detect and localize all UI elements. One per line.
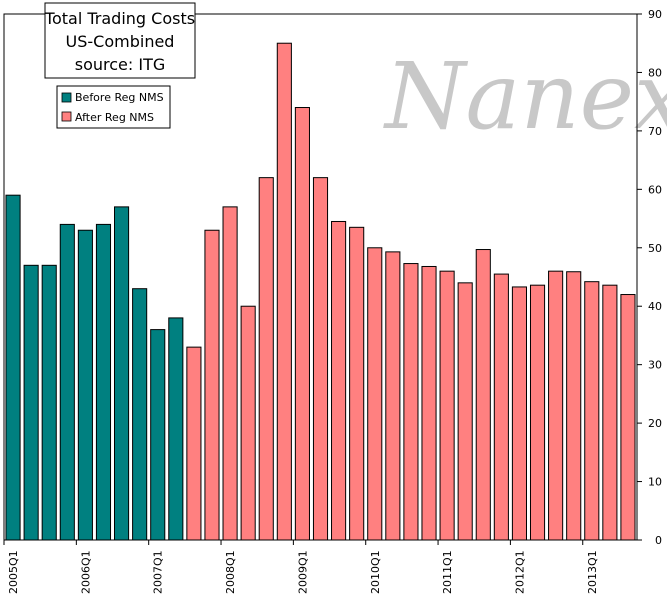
- bar-2013Q3: [620, 294, 636, 541]
- bar-2008Q2: [240, 305, 256, 541]
- y-tick-label-70: 70: [648, 125, 662, 138]
- y-tick-label-60: 60: [648, 183, 662, 196]
- y-tick-label-30: 30: [648, 359, 662, 372]
- y-tick-label-10: 10: [648, 476, 662, 489]
- y-tick-label-50: 50: [648, 242, 662, 255]
- bar-2012Q2: [529, 284, 546, 541]
- bar-2007Q2: [168, 317, 184, 541]
- plot-frame: [3, 13, 638, 541]
- x-tick-label-2007Q1: 2007Q1: [152, 550, 165, 594]
- bar-2010Q4: [421, 265, 437, 541]
- x-tick-label-2010Q1: 2010Q1: [369, 550, 382, 594]
- bar-2009Q2: [312, 177, 329, 541]
- y-tick-label-40: 40: [648, 300, 662, 313]
- bar-2008Q3: [258, 177, 274, 541]
- x-tick-label-2013Q1: 2013Q1: [586, 550, 599, 594]
- bar-2008Q1: [222, 206, 238, 541]
- bar-2011Q4: [493, 273, 509, 541]
- legend-swatch-before: [61, 92, 72, 103]
- bar-2005Q1: [5, 194, 21, 541]
- bar-2008Q4: [276, 42, 292, 541]
- bar-2010Q2: [385, 251, 401, 541]
- bar-2005Q4: [59, 223, 75, 541]
- legend-swatch-after: [61, 111, 72, 122]
- bar-2011Q2: [457, 282, 473, 541]
- bar-2005Q3: [41, 264, 57, 541]
- bar-2007Q4: [204, 229, 220, 541]
- y-tick-label-80: 80: [648, 66, 662, 79]
- plot-border: [3, 13, 638, 541]
- y-axis: 0 10 20 30 40 50 60 70 80 90: [637, 8, 662, 547]
- nanex-watermark: Nanex: [383, 43, 667, 150]
- bars-group: [5, 42, 636, 541]
- x-tick-label-2009Q1: 2009Q1: [296, 550, 309, 594]
- bar-2010Q3: [403, 263, 419, 541]
- bar-2005Q2: [23, 264, 39, 541]
- bar-2006Q2: [95, 223, 112, 541]
- x-axis: 2005Q1 2006Q1 2007Q1 2008Q1 2009Q1 2010Q1 2011…: [3, 540, 599, 594]
- bar-2009Q4: [349, 226, 365, 541]
- title-line-3: source: ITG: [75, 55, 166, 74]
- title-line-1: Total Trading Costs: [44, 9, 195, 28]
- bar-2006Q3: [114, 206, 130, 541]
- y-tick-label-0: 0: [655, 534, 662, 547]
- y-tick-label-20: 20: [648, 417, 662, 430]
- x-tick-label-2012Q1: 2012Q1: [513, 550, 526, 594]
- legend: Before Reg NMS After Reg NMS: [56, 85, 171, 129]
- x-tick-label-2005Q1: 2005Q1: [7, 550, 20, 594]
- bar-2012Q4: [566, 271, 582, 541]
- bar-2012Q3: [548, 270, 564, 541]
- legend-label-before: Before Reg NMS: [75, 91, 164, 104]
- legend-label-after: After Reg NMS: [75, 111, 154, 124]
- x-tick-label-2006Q1: 2006Q1: [79, 550, 92, 594]
- bar-2011Q3: [475, 249, 491, 541]
- y-tick-label-90: 90: [648, 8, 662, 21]
- x-tick-label-2011Q1: 2011Q1: [441, 550, 454, 594]
- watermark-layer: Nanex: [383, 43, 667, 150]
- bar-2010Q1: [367, 247, 383, 541]
- title-box: Total Trading Costs US-Combined source: …: [44, 2, 196, 79]
- bar-2009Q3: [331, 220, 347, 541]
- bar-2009Q1: [294, 107, 310, 541]
- title-box-frame: [44, 2, 196, 79]
- bar-2006Q1: [77, 229, 93, 541]
- title-line-2: US-Combined: [66, 32, 175, 51]
- bar-2012Q1: [511, 286, 528, 541]
- bar-2011Q1: [439, 270, 455, 541]
- bar-2006Q4: [132, 288, 148, 541]
- bar-2007Q3: [186, 346, 202, 541]
- legend-frame: [56, 85, 171, 129]
- x-tick-label-2008Q1: 2008Q1: [224, 550, 237, 594]
- bar-2007Q1: [150, 329, 166, 541]
- bar-2013Q1: [584, 281, 600, 541]
- bar-2013Q2: [602, 284, 618, 541]
